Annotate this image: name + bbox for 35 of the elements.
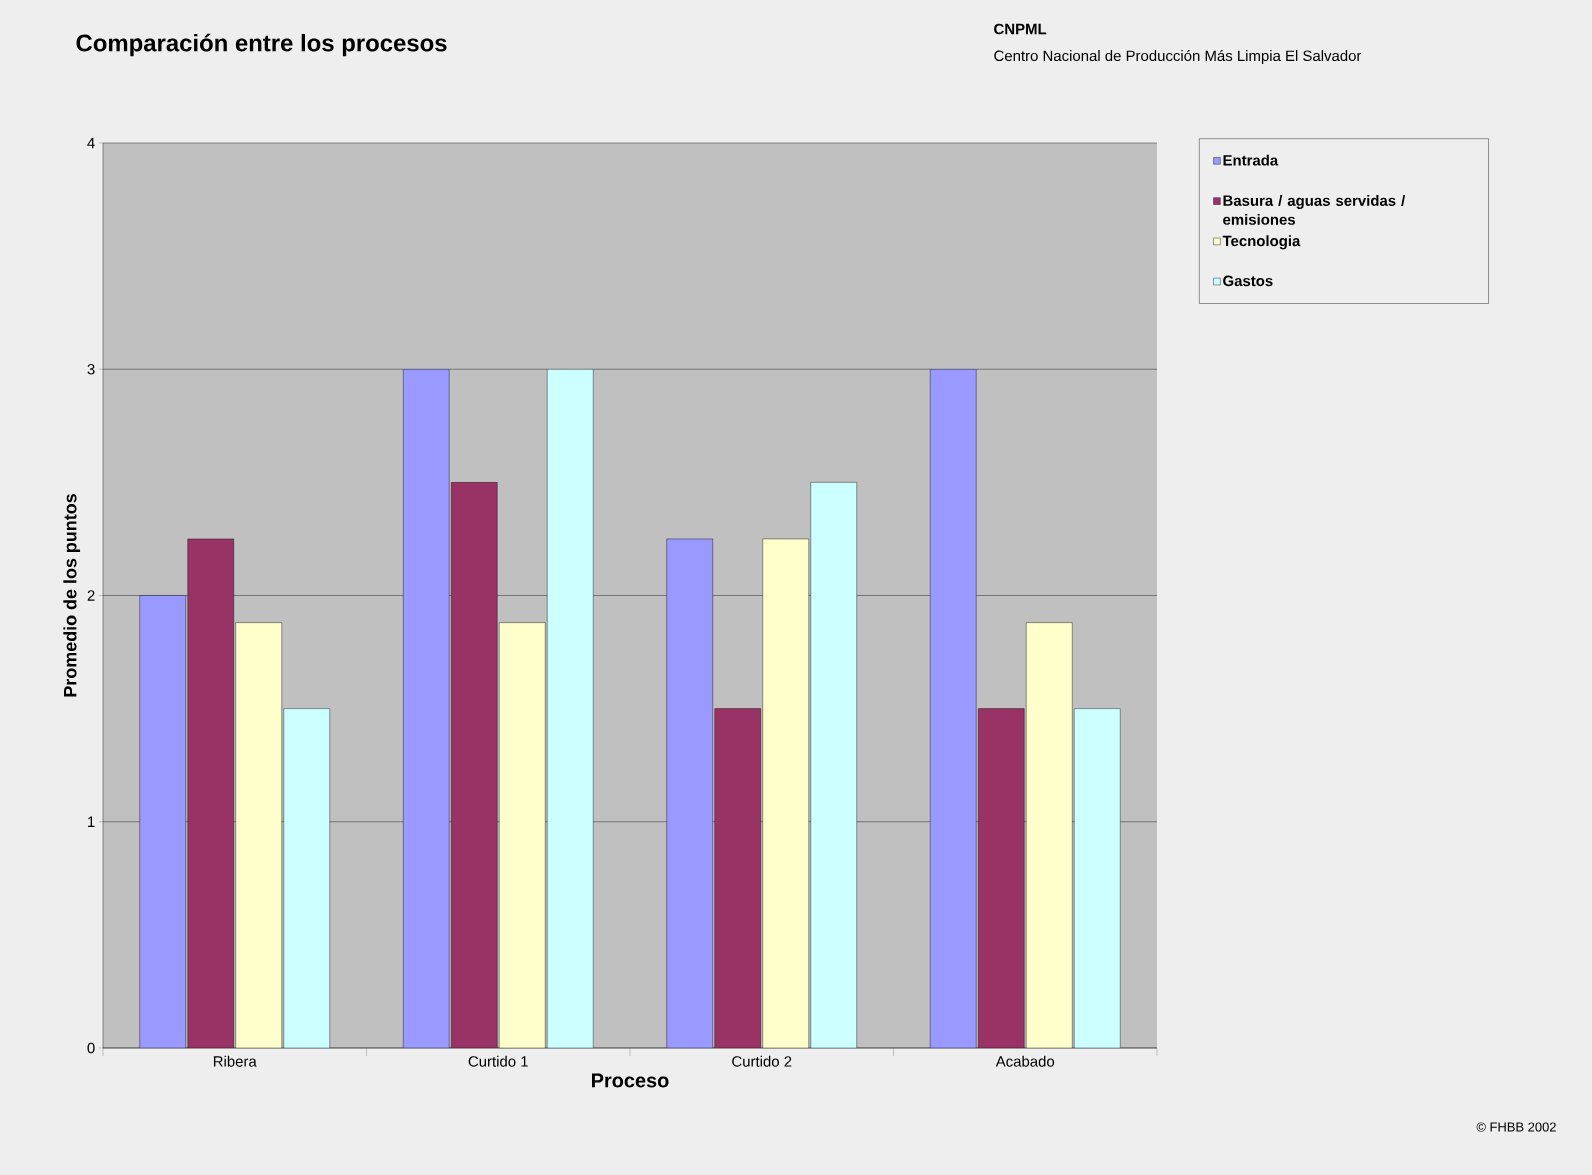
legend-label: Basura / aguas servidas / emisiones [1223, 194, 1406, 225]
bar [1026, 622, 1073, 1048]
legend-label: Gastos [1223, 275, 1273, 287]
y-tick-label: 3 [87, 363, 95, 375]
text: Centro Nacional de Producción Más Limpia El Salvador [994, 49, 1362, 65]
bar [810, 482, 857, 1048]
bar [666, 538, 713, 1048]
y-tick-label: 1 [88, 816, 95, 827]
y-tick-label: 4 [87, 137, 95, 149]
bar [1074, 708, 1121, 1048]
x-tick-label: Curtido 2 [732, 1055, 792, 1067]
bar [403, 369, 450, 1048]
legend-label: Entrada [1223, 154, 1279, 166]
bar [283, 708, 330, 1048]
x-tick-label: Acabado [995, 1055, 1055, 1067]
legend-label: Tecnologia [1222, 235, 1301, 250]
bar [139, 595, 186, 1048]
x-tick-label: Ribera [213, 1055, 257, 1067]
x-axis-title: Proceso [592, 1073, 669, 1088]
bar [930, 369, 977, 1048]
bar [187, 538, 234, 1048]
bar [499, 622, 546, 1048]
bar [762, 538, 809, 1048]
bar [978, 708, 1025, 1048]
text: CNPML [994, 23, 1047, 35]
bar [235, 622, 282, 1048]
bar [547, 369, 594, 1048]
text: © FHBB 2002 [1476, 1122, 1556, 1132]
bar [714, 708, 761, 1048]
y-tick-label: 0 [87, 1042, 95, 1054]
y-axis-title: Promedio de los puntos [63, 494, 81, 697]
bar [451, 482, 498, 1048]
chart-title: Comparación entre los procesos [76, 33, 447, 57]
y-tick-label: 2 [87, 590, 95, 601]
x-tick-label: Curtido 1 [468, 1055, 528, 1067]
